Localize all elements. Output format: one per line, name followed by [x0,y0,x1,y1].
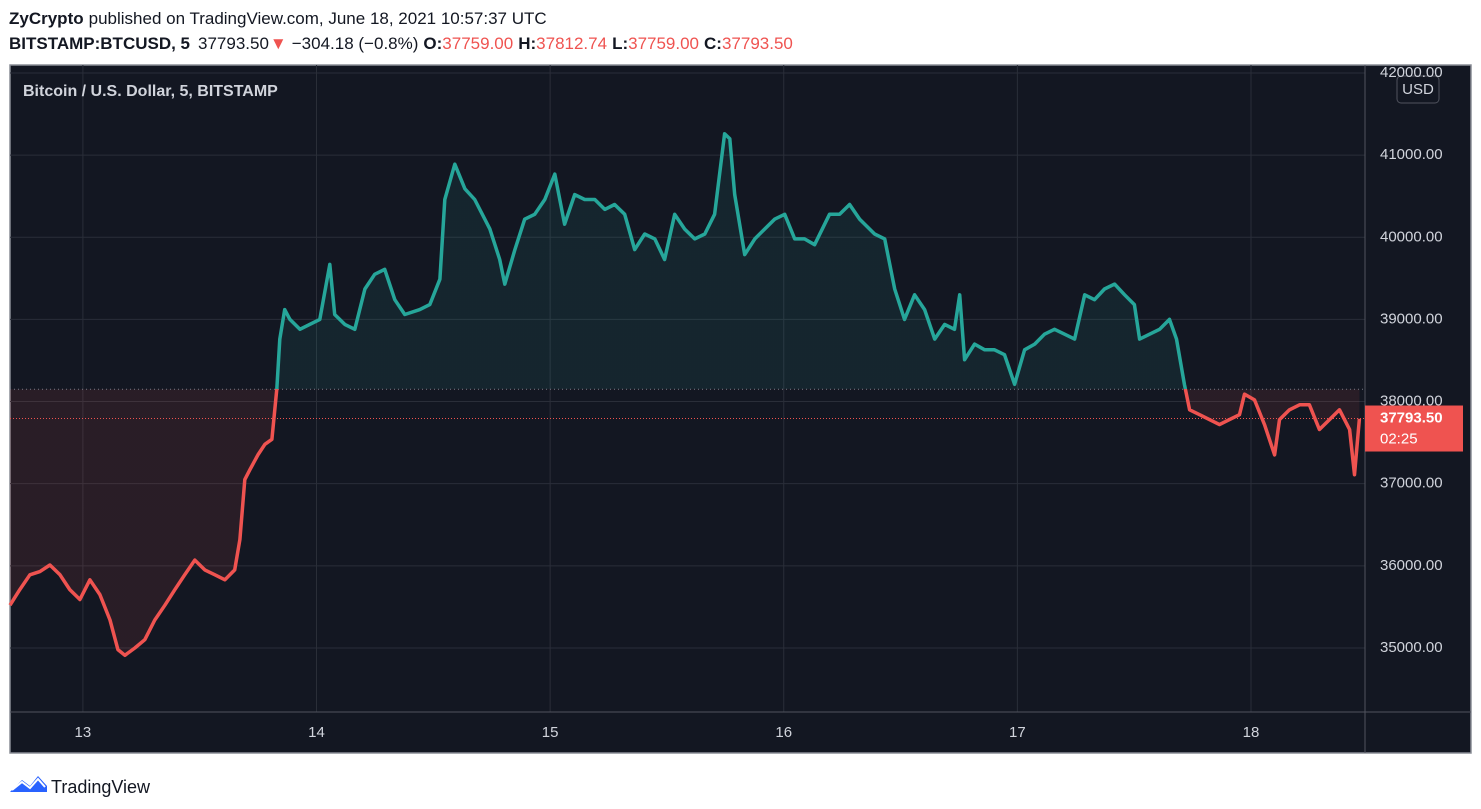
brand: TradingView [51,777,151,797]
y-tick-label: 39000.00 [1380,310,1443,327]
y-tick-label: 38000.00 [1380,393,1443,410]
area [10,133,1360,656]
ohlc-value: 37793.50 [722,34,793,53]
ohlc-value: 37812.74 [536,34,607,53]
x-tick-label: 13 [75,724,92,741]
y-tick-label: 35000.00 [1380,639,1443,656]
direction: ▼ [270,34,287,53]
ohlc-label: O: [423,34,442,53]
x-tick-label: 15 [542,724,559,741]
published: published on TradingView.com, June 18, 2… [89,9,547,28]
x-tick-label: 17 [1009,724,1026,741]
ohlc-value: 37759.00 [442,34,513,53]
x-tick-label: 18 [1243,724,1260,741]
publish-line: ZyCrypto published on TradingView.com, Ju… [9,9,547,28]
currency-button[interactable] [1396,75,1440,104]
y-tick-label: 42000.00 [1380,64,1443,81]
y-tick-label: 41000.00 [1380,146,1443,163]
last-price-box [1365,405,1463,452]
countdown: 02:25 [1380,430,1418,447]
last: 37793.50 [198,34,269,53]
currency[interactable]: USD [1402,81,1434,98]
tradingview-logo [10,776,47,792]
quote-line: BITSTAMP:BTCUSD, 5 37793.50▼ −304.18 (−0.8… [9,34,793,53]
ohlc-label: C: [704,34,722,53]
change: −304.18 (−0.8%) [292,34,419,53]
ohlc-label: H: [518,34,536,53]
price-line [8,132,1362,658]
chart-legend: Bitcoin / U.S. Dollar, 5, BITSTAMP [23,83,278,100]
y-tick-label: 40000.00 [1380,228,1443,245]
x-tick-label: 16 [775,724,792,741]
publisher: ZyCrypto [9,9,84,28]
ohlc-label: L: [612,34,628,53]
x-tick-label: 14 [308,724,325,741]
ohlc-value: 37759.00 [628,34,699,53]
last-price-label: 37793.50 [1380,409,1443,426]
y-tick-label: 37000.00 [1380,475,1443,492]
symbol: BITSTAMP:BTCUSD, 5 [9,34,190,53]
y-tick-label: 36000.00 [1380,557,1443,574]
